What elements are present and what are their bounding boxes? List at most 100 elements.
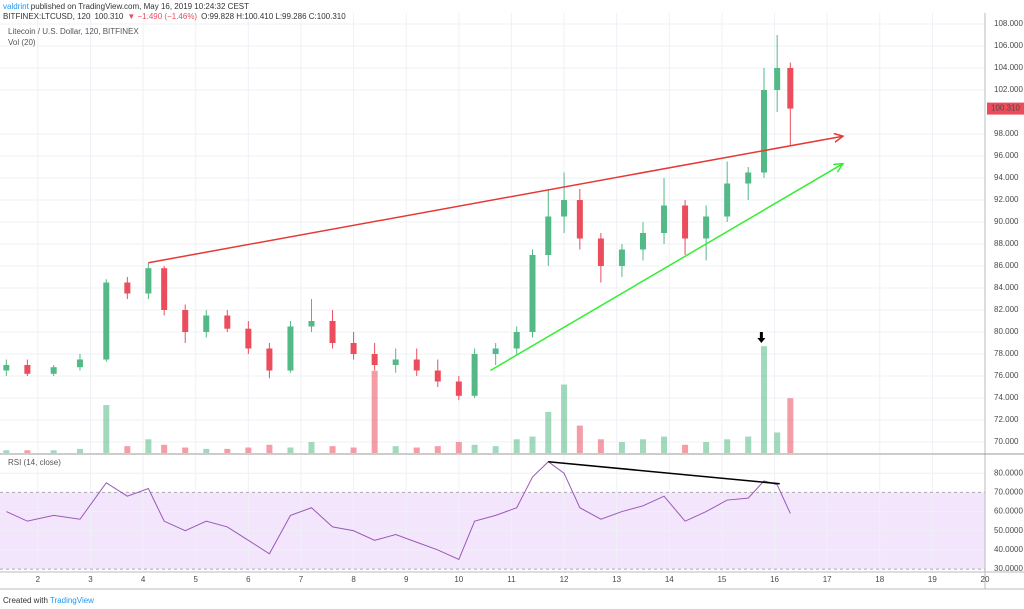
rsi-tick-label: 50.0000 — [994, 526, 1023, 535]
rsi-tick-label: 60.0000 — [994, 507, 1023, 516]
x-tick-label: 5 — [194, 575, 199, 584]
chart-title: Litecoin / U.S. Dollar, 120, BITFINEX — [8, 27, 139, 36]
volume-bar — [703, 442, 710, 453]
volume-bar — [597, 439, 604, 453]
candle-body — [182, 310, 189, 332]
symbol-line: BITFINEX:LTCUSD, 120 100.310 ▼ −1.490 (−1.… — [3, 12, 350, 21]
candle-body — [774, 68, 781, 90]
last-price-label: 100.310 — [991, 104, 1020, 113]
x-tick-label: 16 — [770, 575, 779, 584]
publish-line: valdrint published on TradingView.com, Ma… — [3, 2, 253, 11]
rsi-title: RSI (14, close) — [8, 458, 61, 467]
x-tick-label: 10 — [454, 575, 463, 584]
volume-bar — [774, 432, 781, 453]
candle-body — [529, 255, 536, 332]
y-tick-label: 94.000 — [994, 173, 1019, 182]
volume-title: Vol (20) — [8, 38, 36, 47]
candle-body — [639, 233, 646, 250]
x-tick-label: 15 — [717, 575, 726, 584]
y-tick-label: 106.000 — [994, 41, 1023, 50]
x-tick-label: 19 — [928, 575, 937, 584]
volume-bar — [576, 425, 583, 453]
trend-line — [490, 164, 843, 372]
volume-bar — [618, 442, 625, 453]
y-tick-label: 74.000 — [994, 393, 1019, 402]
rsi-trend-line — [548, 460, 780, 485]
candle-body — [266, 348, 273, 371]
down-arrow — [757, 332, 766, 343]
y-tick-label: 70.000 — [994, 437, 1019, 446]
x-tick-label: 11 — [507, 575, 516, 584]
candle-body — [287, 326, 294, 371]
volume-bar — [287, 447, 294, 453]
volume-bar — [266, 444, 273, 453]
candle-body — [576, 200, 583, 239]
last-price-tag — [987, 102, 1024, 115]
published: published on TradingView.com, May 16, 20… — [30, 2, 250, 11]
candle-body — [618, 249, 625, 266]
symbol: BITFINEX:LTCUSD, 120 — [3, 12, 91, 21]
last: 100.310 — [94, 12, 124, 21]
y-tick-label: 108.000 — [994, 19, 1023, 28]
y-tick-label: 96.000 — [994, 151, 1019, 160]
x-tick-label: 2 — [36, 575, 41, 584]
volume-bar — [224, 448, 231, 453]
candle-body — [513, 332, 520, 349]
volume-bar — [76, 448, 83, 453]
x-tick-label: 12 — [560, 575, 569, 584]
rsi-line — [6, 461, 791, 561]
trend-line — [148, 136, 843, 264]
x-tick-label: 7 — [299, 575, 304, 584]
candle-body — [761, 90, 768, 173]
candle-body — [161, 268, 168, 310]
candle-body — [787, 68, 794, 109]
y-tick-label: 80.000 — [994, 327, 1019, 336]
candle-body — [597, 238, 604, 266]
candle-body — [329, 321, 336, 343]
volume-bar — [124, 446, 131, 453]
volume-bar — [761, 346, 768, 453]
volume-bar — [455, 442, 462, 453]
candle-body — [124, 282, 131, 294]
y-tick-label: 84.000 — [994, 283, 1019, 292]
volume-bar — [492, 446, 499, 453]
volume-bar — [639, 439, 646, 453]
x-tick-label: 9 — [404, 575, 409, 584]
y-tick-label: 92.000 — [994, 195, 1019, 204]
candle-body — [50, 367, 57, 374]
candle-body — [745, 172, 752, 184]
volume-bar — [308, 442, 315, 453]
x-tick-label: 18 — [875, 575, 884, 584]
brand[interactable]: TradingView — [49, 596, 94, 605]
change: ▼ −1.490 (−1.46%) — [127, 12, 198, 21]
y-tick-label: 82.000 — [994, 305, 1019, 314]
volume-bar — [182, 447, 189, 453]
author[interactable]: valdrint — [3, 2, 29, 11]
x-tick-label: 17 — [823, 575, 832, 584]
x-tick-label: 3 — [88, 575, 93, 584]
candle-body — [3, 365, 10, 371]
volume-bar — [203, 448, 210, 453]
volume-bar — [724, 439, 731, 453]
volume-bar — [350, 447, 357, 453]
y-tick-label: 86.000 — [994, 261, 1019, 270]
y-tick-label: 102.000 — [994, 85, 1023, 94]
y-tick-label: 72.000 — [994, 415, 1019, 424]
volume-bar — [745, 436, 752, 453]
candle-body — [682, 205, 689, 239]
volume-bar — [471, 444, 478, 453]
volume-bar — [103, 405, 110, 453]
rsi-tick-label: 80.0000 — [994, 468, 1023, 477]
candle-body — [471, 354, 478, 396]
volume-bar — [161, 444, 168, 453]
footer: Created with TradingView — [3, 596, 98, 605]
candle-body — [724, 183, 731, 217]
volume-bar — [50, 450, 57, 453]
y-tick-label: 90.000 — [994, 217, 1019, 226]
candle-body — [661, 205, 668, 233]
x-tick-label: 8 — [351, 575, 356, 584]
candle-body — [492, 348, 499, 354]
candle-body — [371, 354, 378, 365]
